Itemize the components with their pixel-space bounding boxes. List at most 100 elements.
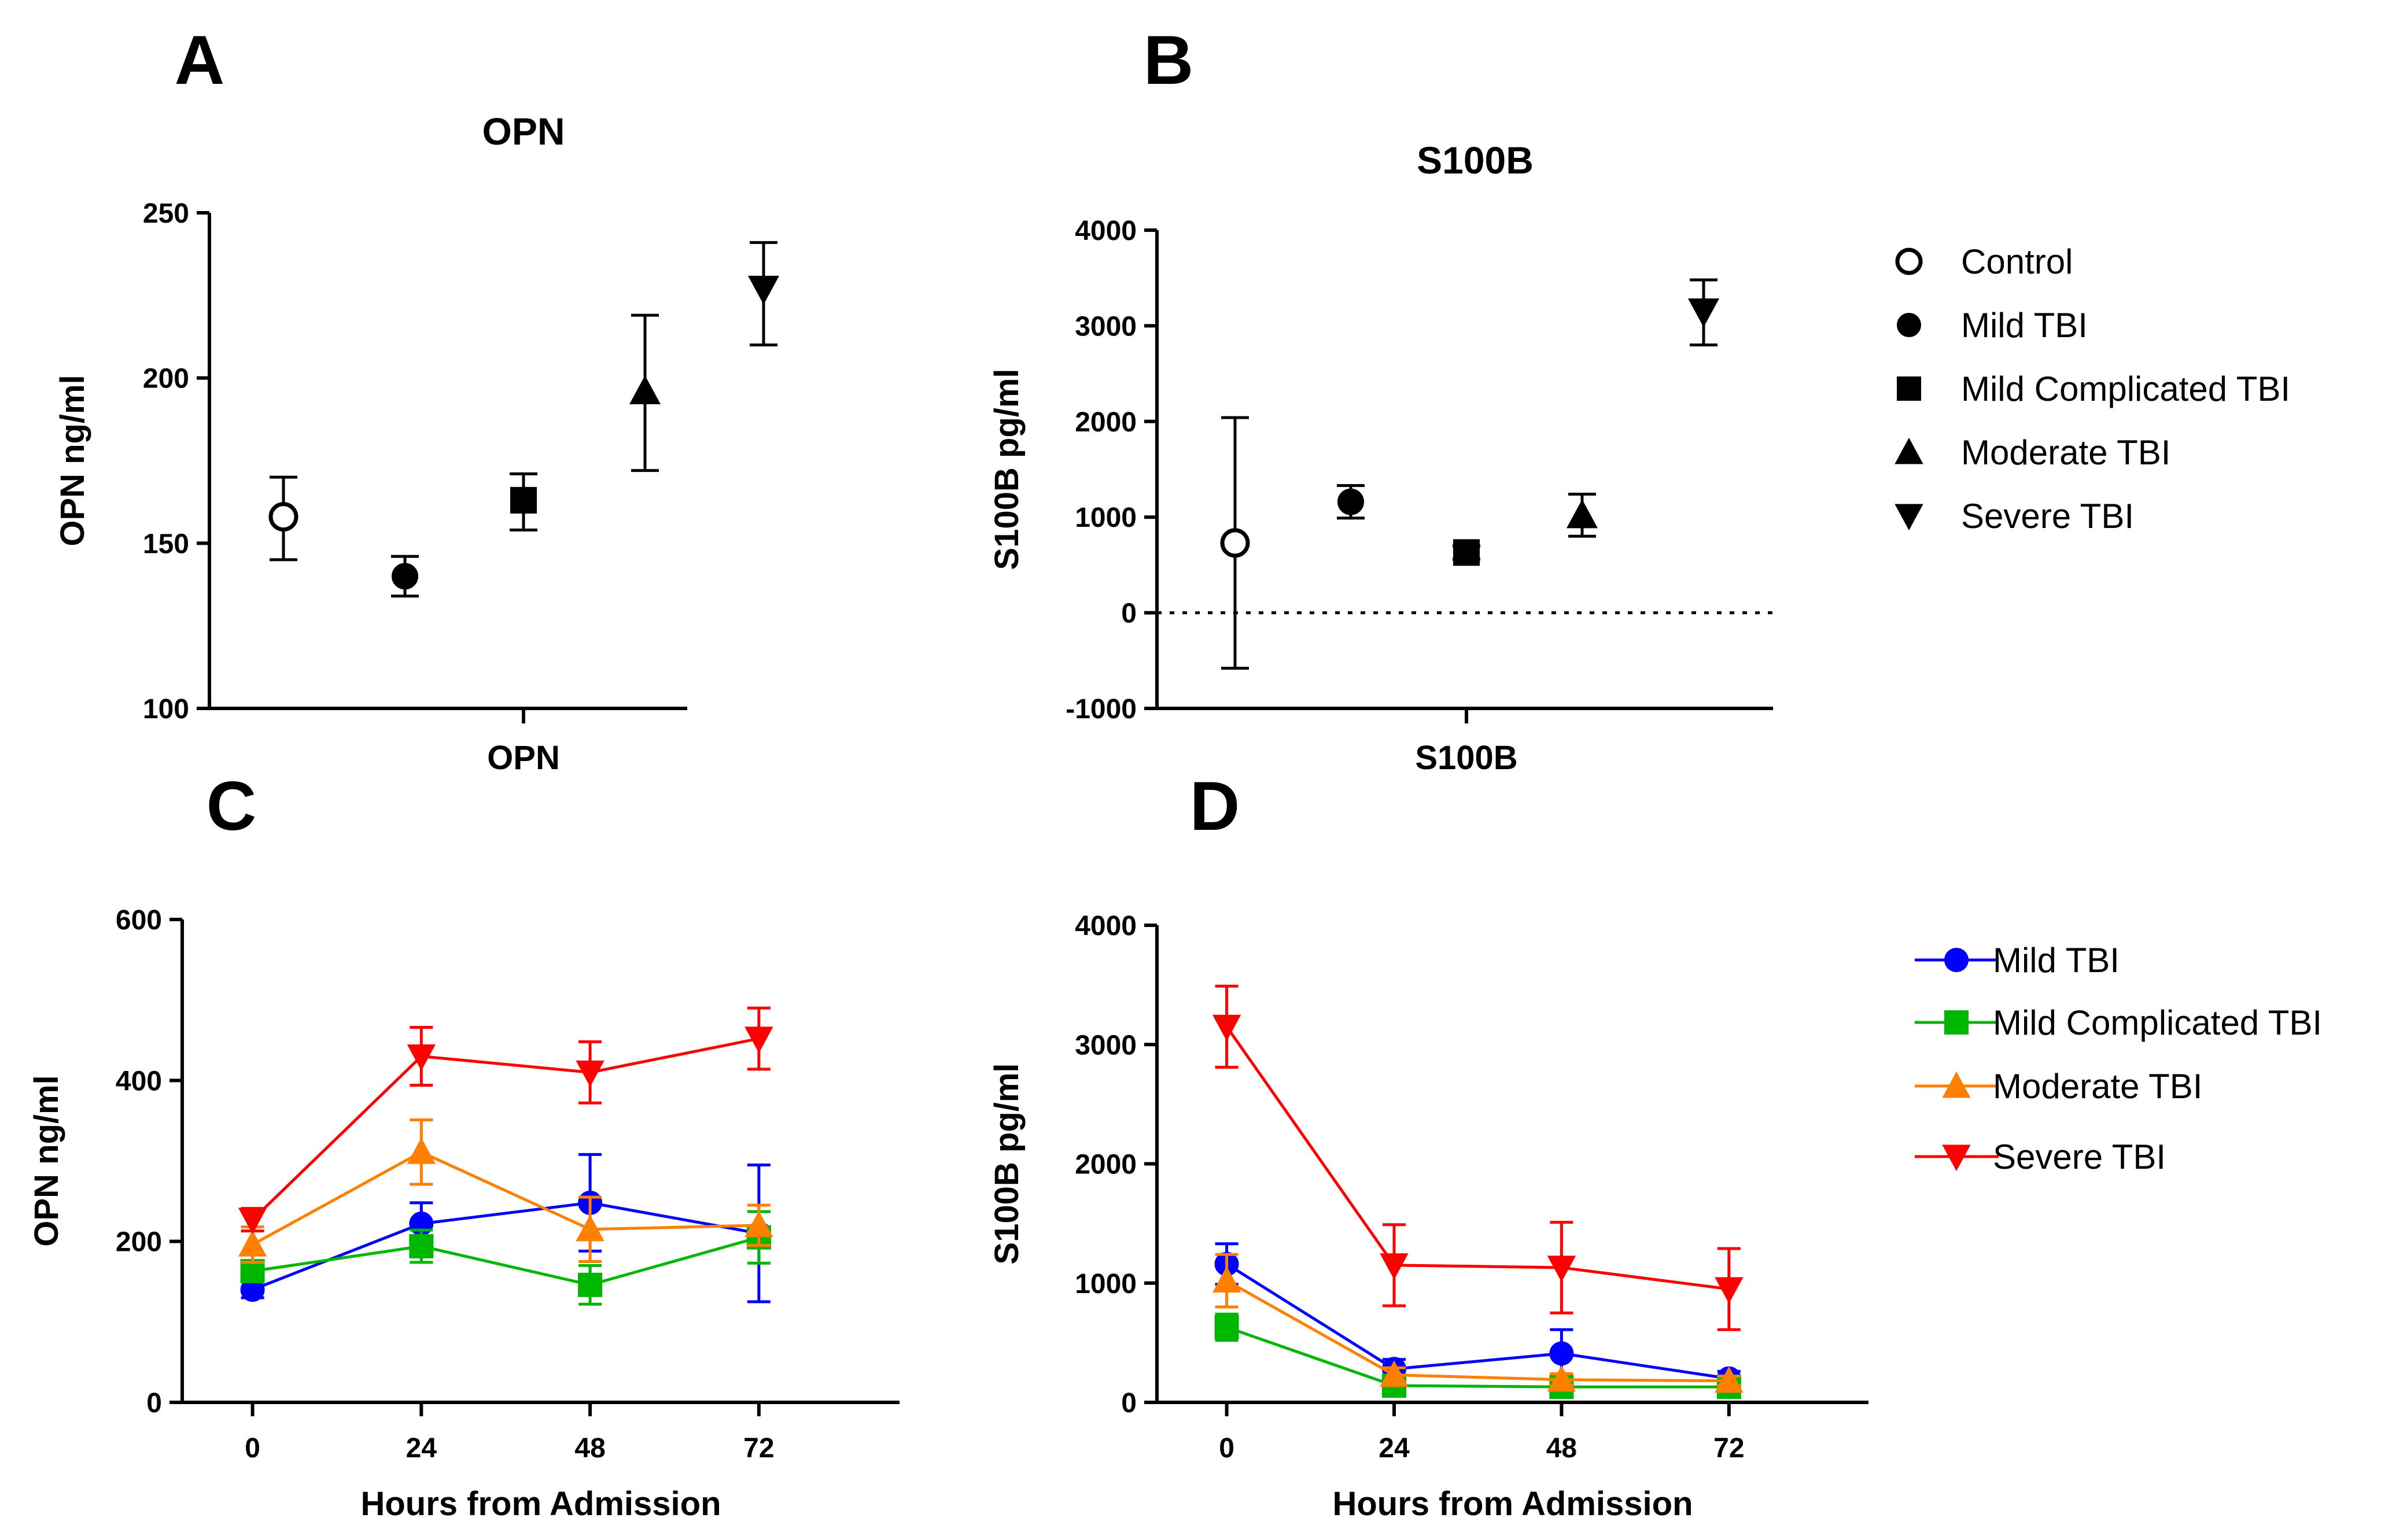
y-tick-label: 200: [116, 1227, 162, 1258]
legend-item: Moderate TBI: [1915, 1067, 2202, 1106]
y-tick-label: 200: [143, 364, 189, 394]
data-point: [268, 502, 298, 532]
y-axis-label: OPN ng/ml: [54, 375, 91, 546]
data-point: [1567, 499, 1598, 529]
legend-marker: [1897, 313, 1921, 337]
legend-marker: [1942, 1144, 1971, 1172]
legend-marker: [1895, 248, 1923, 275]
data-point: [238, 1207, 267, 1235]
x-axis-label: Hours from Admission: [1332, 1485, 1693, 1523]
group-mild-complicated-tbi: [510, 472, 537, 531]
data-point: [1547, 1255, 1576, 1283]
legend-label: Severe TBI: [1961, 497, 2134, 536]
legend-marker: [1897, 376, 1921, 401]
data-point: [409, 1234, 434, 1259]
y-tick-label: 2000: [1075, 407, 1137, 438]
legend-item: Severe TBI: [1915, 1138, 2166, 1176]
data-point: [1212, 1014, 1241, 1042]
series-line: [252, 1150, 759, 1246]
x-tick-label: 48: [1546, 1433, 1577, 1464]
data-point: [1549, 1341, 1574, 1366]
y-tick-label: 600: [116, 905, 162, 936]
legend-item: Severe TBI: [1895, 497, 2134, 536]
y-tick-label: 3000: [1075, 311, 1137, 342]
x-tick-label: 48: [574, 1433, 605, 1464]
panel-d: D 0 1000 2000 3000 4000 S100B pg/ml Hours from …: [988, 767, 1868, 1523]
legend-label: Mild Complicated TBI: [1993, 1003, 2322, 1042]
legend-item: Mild Complicated TBI: [1897, 370, 2290, 408]
data-point: [1337, 488, 1364, 515]
panel-letter: D: [1190, 767, 1240, 845]
legend-label: Mild Complicated TBI: [1961, 370, 2290, 408]
chart-root: A OPN 100 150 200 250 OPN ng/ml OPN B S100B -1000 0…: [28, 21, 2322, 1523]
y-tick-label: 150: [143, 529, 189, 559]
legend-marker: [1895, 504, 1923, 531]
legend-top: Control Mild TBI Mild Complicated TBI Moder…: [1895, 242, 2290, 536]
y-tick-label: 1000: [1075, 503, 1137, 533]
series-line: [251, 1037, 760, 1221]
legend-label: Moderate TBI: [1993, 1067, 2202, 1106]
legend-item: Control: [1895, 242, 2073, 281]
legend-marker: [1895, 437, 1923, 464]
data-point: [1715, 1366, 1744, 1393]
data-point: [392, 563, 418, 590]
group-severe-tbi: [1688, 278, 1719, 346]
legend-label: Severe TBI: [1993, 1138, 2166, 1176]
data-point: [744, 1026, 773, 1054]
data-point: [407, 1138, 436, 1164]
data-point: [1380, 1360, 1409, 1387]
y-axis-label: S100B pg/ml: [988, 1063, 1026, 1264]
series-severe-tbi: [1212, 984, 1744, 1331]
legend-marker: [1942, 1071, 1971, 1098]
data-point: [578, 1272, 603, 1297]
panel-b: B S100B -1000 0 1000 2000 3000 4000 S100B pg/ml S…: [988, 21, 1773, 777]
data-point: [1212, 1266, 1241, 1293]
group-severe-tbi: [748, 241, 779, 347]
y-tick-label: 0: [1121, 1388, 1137, 1419]
panel-letter: A: [175, 21, 225, 99]
series-line: [252, 1201, 760, 1291]
x-tick-label: 24: [1379, 1433, 1410, 1464]
data-point: [1220, 528, 1250, 558]
group-moderate-tbi: [629, 313, 661, 472]
data-point: [1453, 539, 1480, 566]
data-point: [238, 1230, 267, 1257]
y-tick-label: 1000: [1075, 1269, 1137, 1299]
x-tick-label: 0: [245, 1433, 260, 1464]
legend-marker: [1944, 948, 1969, 972]
legend-label: Mild TBI: [1961, 306, 2088, 345]
chart-title: OPN: [482, 110, 565, 153]
x-axis-label: OPN: [487, 739, 560, 777]
y-tick-label: 3000: [1075, 1030, 1137, 1061]
group-mild-tbi: [1337, 484, 1365, 520]
legend-marker: [1944, 1010, 1969, 1035]
x-tick-label: 72: [1713, 1433, 1744, 1464]
y-tick-label: 0: [146, 1388, 162, 1419]
data-point: [1715, 1277, 1744, 1304]
y-tick-label: 0: [1121, 599, 1137, 629]
legend-label: Moderate TBI: [1961, 433, 2170, 472]
y-tick-label: 250: [143, 198, 189, 229]
data-point: [1688, 298, 1719, 327]
data-point: [576, 1214, 605, 1242]
legend-item: Mild TBI: [1915, 941, 2120, 980]
data-point: [1380, 1253, 1409, 1280]
x-tick-label: 72: [743, 1433, 774, 1464]
y-tick-label: -1000: [1066, 694, 1137, 725]
legend-item: Mild Complicated TBI: [1915, 1003, 2322, 1042]
group-mild-complicated-tbi: [1453, 539, 1480, 566]
legend-label: Mild TBI: [1993, 941, 2120, 980]
series-moderate-tbi: [238, 1118, 773, 1264]
y-axis-label: OPN ng/ml: [28, 1075, 65, 1246]
series-line: [252, 1236, 760, 1287]
x-axis-label: S100B: [1415, 739, 1517, 777]
data-point: [510, 487, 537, 514]
data-point: [748, 275, 779, 305]
chart-title: S100B: [1417, 139, 1534, 182]
legend-item: Moderate TBI: [1895, 433, 2170, 472]
series-line: [1226, 1262, 1730, 1380]
x-tick-label: 24: [406, 1433, 437, 1464]
y-axis-label: S100B pg/ml: [988, 368, 1026, 570]
group-control: [268, 475, 298, 562]
